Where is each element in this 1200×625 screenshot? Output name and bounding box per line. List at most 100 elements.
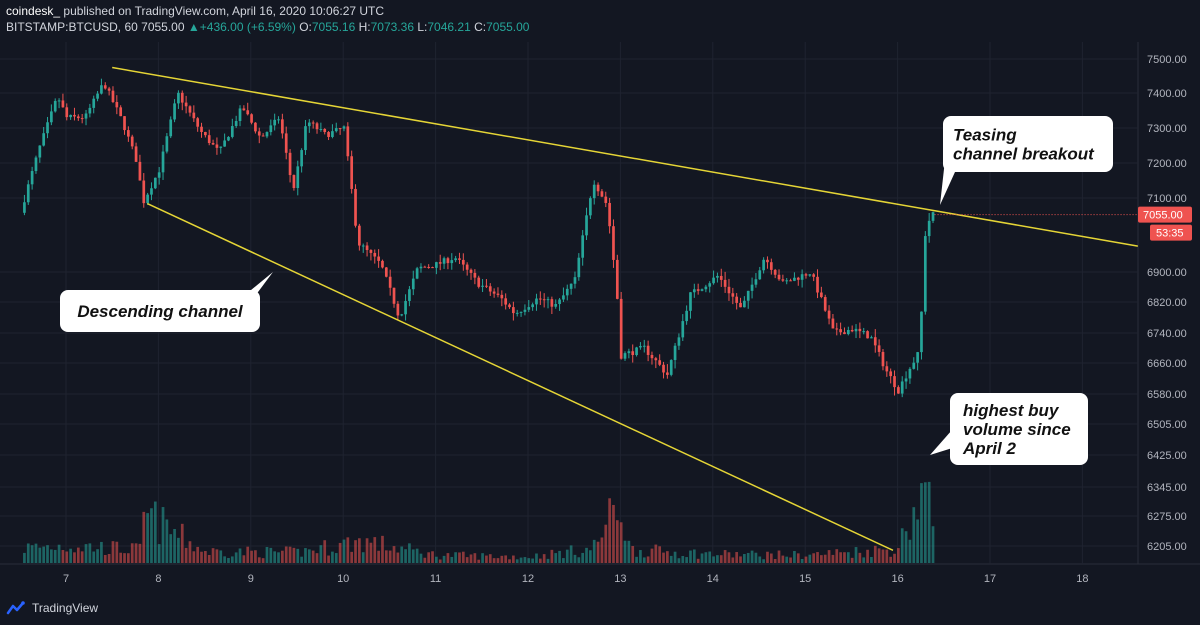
candle xyxy=(381,259,384,269)
last-price: 7055.00 xyxy=(141,20,185,34)
volume-bar xyxy=(866,549,869,563)
candle-body xyxy=(61,100,65,108)
candle-body xyxy=(712,277,715,284)
candle xyxy=(754,273,758,288)
candle xyxy=(769,258,773,275)
candle-body xyxy=(473,272,477,278)
candle-body xyxy=(361,245,365,247)
candle xyxy=(100,78,103,95)
y-tick-label: 7400.00 xyxy=(1147,88,1187,100)
volume-bar xyxy=(304,548,307,563)
candle xyxy=(773,268,777,279)
volume-bar xyxy=(96,549,99,563)
candle-body xyxy=(708,283,712,287)
candle-body xyxy=(912,362,916,369)
candle xyxy=(904,371,908,389)
candle-body xyxy=(839,329,842,333)
candle xyxy=(130,134,134,150)
candle-body xyxy=(766,259,769,263)
candle-body xyxy=(96,93,99,99)
volume-bar xyxy=(327,555,330,563)
x-tick-label: 14 xyxy=(707,573,719,585)
candle xyxy=(912,357,916,370)
volume-bar xyxy=(315,553,319,563)
candle xyxy=(192,105,196,122)
callout[interactable]: Descending channel xyxy=(60,272,273,332)
candle xyxy=(373,249,377,264)
candle xyxy=(627,348,631,359)
volume-bar xyxy=(500,555,504,563)
volume-bar xyxy=(916,519,919,563)
volume-bar xyxy=(696,558,700,563)
volume-bar xyxy=(300,556,303,563)
volume-bar xyxy=(781,555,785,563)
candle-body xyxy=(781,279,785,281)
candle xyxy=(142,173,146,208)
candle xyxy=(639,342,642,350)
candle-body xyxy=(354,188,357,226)
candle-body xyxy=(612,226,615,260)
candle xyxy=(596,182,600,197)
candle xyxy=(562,287,565,303)
last-price-label: 7055.00 xyxy=(1143,210,1183,222)
volume-bar xyxy=(662,552,665,563)
open-value: 7055.16 xyxy=(311,20,356,34)
candle-body xyxy=(127,130,130,137)
symbol-label[interactable]: BITSTAMP:BTCUSD, 60 xyxy=(6,20,138,34)
volume-bar xyxy=(76,547,80,563)
trendline[interactable] xyxy=(146,202,894,551)
candle xyxy=(69,114,72,120)
candle-body xyxy=(746,290,750,301)
volume-bar xyxy=(57,544,61,563)
tradingview-brand[interactable]: TradingView xyxy=(6,599,98,617)
candle-body xyxy=(685,310,688,322)
volume-bar xyxy=(808,554,812,563)
author-name[interactable]: coindesk_ xyxy=(6,4,61,18)
volume-bar xyxy=(350,551,354,563)
y-tick-label: 7300.00 xyxy=(1147,123,1187,135)
volume-bar xyxy=(23,552,26,563)
candle-body xyxy=(238,108,242,122)
x-tick-label: 16 xyxy=(891,573,903,585)
candle-body xyxy=(519,311,523,313)
volume-bar xyxy=(211,548,215,563)
volume-bar xyxy=(635,556,638,563)
last-price-badge xyxy=(1138,206,1192,223)
candle xyxy=(250,113,253,125)
candle xyxy=(180,90,184,111)
candle xyxy=(581,230,585,266)
candle-body xyxy=(207,135,211,143)
volume-bar xyxy=(766,551,769,563)
candle xyxy=(920,311,923,360)
candle-body xyxy=(488,286,492,292)
candle-body xyxy=(296,166,300,189)
candle-body xyxy=(604,196,608,203)
candle xyxy=(300,148,303,173)
candle xyxy=(111,86,115,104)
y-tick-label: 6660.00 xyxy=(1147,358,1187,370)
volume-bar xyxy=(219,550,223,563)
candle xyxy=(146,192,149,205)
candle xyxy=(458,252,461,264)
volume-bar xyxy=(169,534,173,563)
candle xyxy=(692,283,696,298)
volume-bar xyxy=(931,526,935,563)
candle-body xyxy=(785,280,789,282)
candle-body xyxy=(461,259,465,265)
candle-body xyxy=(192,112,196,119)
volume-bar xyxy=(438,559,442,563)
volume-bar xyxy=(469,554,473,563)
trendline[interactable] xyxy=(112,66,1138,247)
candle-body xyxy=(704,286,708,290)
candle xyxy=(681,314,685,341)
candle-body xyxy=(334,128,338,132)
candle-body xyxy=(30,171,34,185)
volume-bar xyxy=(142,511,146,563)
candle xyxy=(354,184,357,228)
volume-bar xyxy=(161,507,165,563)
candle-body xyxy=(180,92,184,103)
candle-body xyxy=(73,114,76,117)
